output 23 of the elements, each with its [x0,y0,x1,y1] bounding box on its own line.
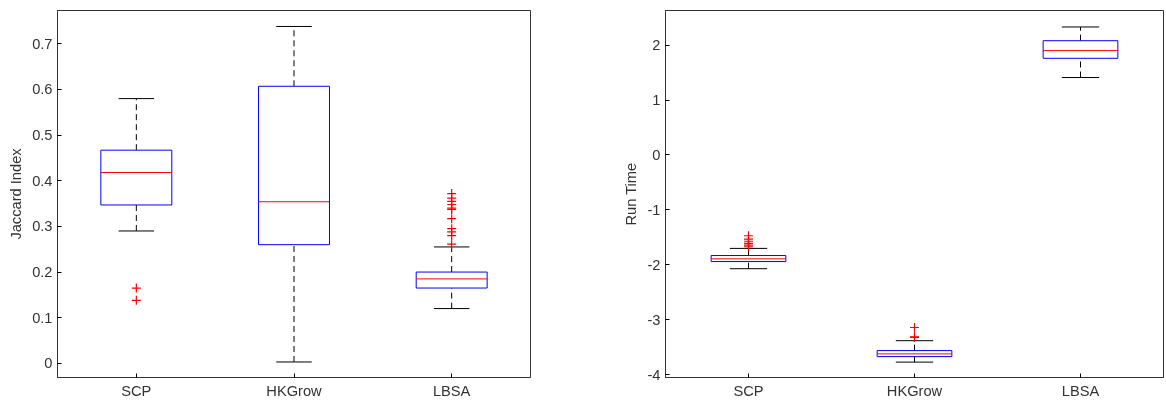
y-axis-title: Run Time [623,162,640,226]
y-tick-label: 0.2 [32,264,53,281]
y-tick-label: 0 [652,146,661,163]
y-tick-label: -2 [647,256,661,273]
y-tick-label: 2 [652,37,661,54]
y-tick-label: 0 [44,355,53,372]
y-tick-label: 0.4 [32,172,53,189]
y-tick-label: 0.7 [32,35,53,52]
x-tick-label: SCP [121,382,152,399]
y-tick-label: 0.3 [32,218,53,235]
y-tick-label: -3 [647,311,661,328]
y-tick-label: 0.1 [32,309,53,326]
x-tick-label: LBSA [432,382,471,399]
x-tick-label: SCP [733,382,764,399]
y-tick-label: 0.5 [32,127,53,144]
x-tick-label: HKGrow [266,382,323,399]
x-tick-label: LBSA [1061,382,1100,399]
x-tick-label: HKGrow [886,382,943,399]
y-tick-label: -4 [647,366,661,383]
y-tick-label: 0.6 [32,81,53,98]
y-tick-label: -1 [647,201,661,218]
y-tick-label: 1 [652,92,661,109]
y-axis-title: Jaccard Index [8,147,25,240]
